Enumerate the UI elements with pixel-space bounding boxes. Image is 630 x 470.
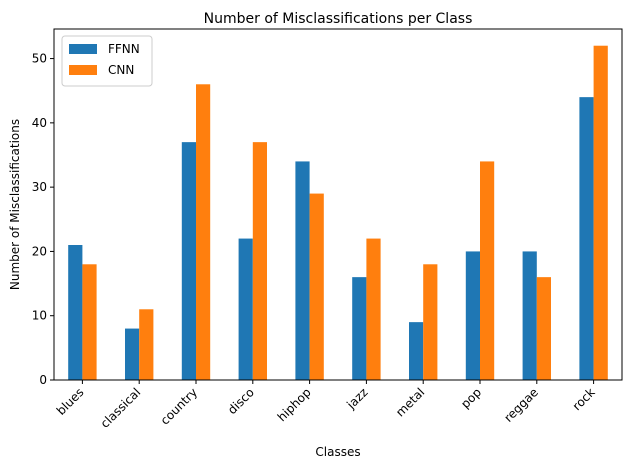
bar-ffnn-classical <box>125 328 140 380</box>
x-tick-label: hiphop <box>275 385 314 424</box>
bar-ffnn-pop <box>465 251 480 380</box>
x-axis-label: Classes <box>315 445 360 459</box>
y-tick-label: 10 <box>32 309 47 323</box>
bar-cnn-rock <box>593 45 608 380</box>
y-axis-label: Number of Misclassifications <box>8 119 22 290</box>
legend-label-cnn: CNN <box>108 63 134 77</box>
x-tick-label: blues <box>54 385 87 418</box>
bar-cnn-reggae <box>536 277 551 380</box>
x-tick-label: metal <box>393 385 427 419</box>
legend: FFNN CNN <box>61 35 153 87</box>
y-axis-ticks: 0 10 20 30 40 50 <box>32 52 54 387</box>
bar-ffnn-metal <box>409 322 424 380</box>
bar-cnn-classical <box>139 309 154 380</box>
bar-ffnn-reggae <box>522 251 537 380</box>
y-tick-label: 0 <box>39 373 47 387</box>
bar-ffnn-disco <box>238 238 253 380</box>
x-tick-label: rock <box>570 385 598 413</box>
y-tick-label: 40 <box>32 116 47 130</box>
x-tick-label: pop <box>458 385 484 411</box>
bar-ffnn-blues <box>68 245 83 380</box>
x-tick-label: reggae <box>501 385 541 425</box>
x-tick-label: classical <box>98 385 144 431</box>
bar-cnn-blues <box>82 264 97 380</box>
bar-cnn-jazz <box>366 238 381 380</box>
plot-frame <box>53 28 623 381</box>
bar-ffnn-hiphop <box>295 161 310 380</box>
y-tick-label: 20 <box>32 244 47 258</box>
bar-cnn-metal <box>423 264 438 380</box>
bars-group <box>68 45 608 381</box>
bar-cnn-country <box>196 84 211 381</box>
bar-cnn-hiphop <box>309 193 324 380</box>
x-axis-ticks: blues classical country disco hiphop jazz meta… <box>54 380 598 431</box>
x-tick-label: country <box>158 385 200 427</box>
bar-ffnn-country <box>181 142 196 380</box>
legend-swatch-ffnn <box>69 44 97 54</box>
bar-ffnn-jazz <box>352 277 367 380</box>
bar-cnn-pop <box>480 161 495 380</box>
y-tick-label: 50 <box>32 52 47 66</box>
bar-cnn-disco <box>252 142 267 380</box>
bar-ffnn-rock <box>579 97 594 381</box>
x-tick-label: jazz <box>343 385 370 412</box>
chart-title: Number of Misclassifications per Class <box>204 11 473 27</box>
legend-swatch-cnn <box>69 65 97 75</box>
legend-label-ffnn: FFNN <box>108 42 140 56</box>
y-tick-label: 30 <box>32 180 47 194</box>
x-tick-label: disco <box>225 385 257 417</box>
